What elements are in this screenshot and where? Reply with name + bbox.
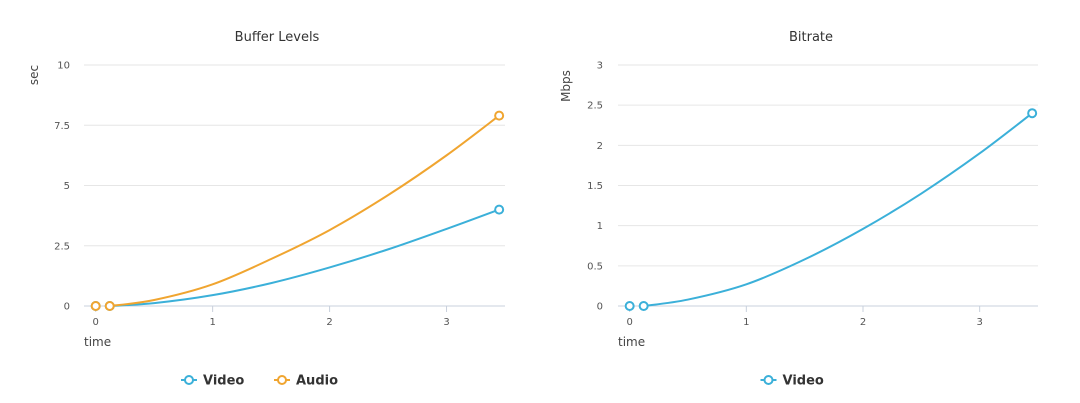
y-tick-label: 2 (597, 141, 603, 152)
x-axis-label: time (618, 335, 645, 349)
x-tick-label: 3 (443, 317, 449, 328)
y-axis-label: sec (27, 65, 41, 85)
buffer-levels-svg: Buffer Levels sec 0 2.5 5 7.5 10 0 1 2 3 time Video A… (27, 30, 505, 389)
series-line-video (643, 112, 1033, 307)
buffer-levels-chart: Buffer Levels sec 0 2.5 5 7.5 10 0 1 2 3 time Video A… (27, 30, 505, 389)
data-point-video[interactable] (1027, 108, 1038, 119)
y-tick-label: 0 (64, 302, 70, 313)
x-tick-label: 0 (93, 317, 99, 328)
chart-title: Buffer Levels (235, 30, 320, 45)
x-tick-label: 1 (743, 317, 749, 328)
y-tick-label: 1.5 (587, 181, 603, 192)
x-tick-label: 1 (209, 317, 215, 328)
data-point-video[interactable] (624, 301, 635, 311)
y-tick-label: 10 (57, 61, 70, 72)
legend-marker-icon (763, 375, 774, 385)
legend-label: Video (783, 374, 824, 389)
y-axis-label: Mbps (559, 70, 573, 102)
y-tick-label: 3 (597, 61, 603, 72)
legend-label: Video (203, 374, 244, 389)
x-tick-label: 2 (326, 317, 332, 328)
y-tick-label: 2.5 (54, 241, 70, 252)
y-tick-label: 7.5 (54, 121, 70, 132)
bitrate-chart: Bitrate Mbps 0 0.5 1 1.5 2 2.5 3 0 1 2 3 time Video (540, 0, 1080, 403)
legend-item-video[interactable]: Video (181, 374, 244, 389)
legend-item-audio[interactable]: Audio (274, 374, 338, 389)
data-point-audio[interactable] (494, 110, 505, 121)
legend-label: Audio (296, 374, 338, 389)
data-point-audio[interactable] (104, 301, 115, 311)
legend-marker-icon (184, 375, 194, 385)
chart-title: Bitrate (789, 30, 833, 45)
y-tick-label: 2.5 (587, 101, 603, 112)
x-tick-label: 0 (626, 317, 632, 328)
series-line-video (109, 208, 500, 307)
bitrate-svg: Bitrate Mbps 0 0.5 1 1.5 2 2.5 3 0 1 2 3 time Video (559, 30, 1038, 389)
data-point-video[interactable] (638, 301, 649, 311)
x-tick-label: 3 (976, 317, 982, 328)
x-tick-label: 2 (860, 317, 866, 328)
data-point-audio[interactable] (90, 301, 101, 311)
y-tick-label: 0 (597, 302, 603, 313)
legend-marker-icon (277, 375, 287, 385)
y-tick-label: 1 (597, 221, 603, 232)
data-point-video[interactable] (494, 204, 505, 215)
series-line-audio (109, 114, 500, 307)
y-tick-label: 5 (64, 181, 70, 192)
y-tick-label: 0.5 (587, 261, 603, 272)
x-axis-label: time (84, 335, 111, 349)
legend-item-video[interactable]: Video (760, 374, 824, 389)
